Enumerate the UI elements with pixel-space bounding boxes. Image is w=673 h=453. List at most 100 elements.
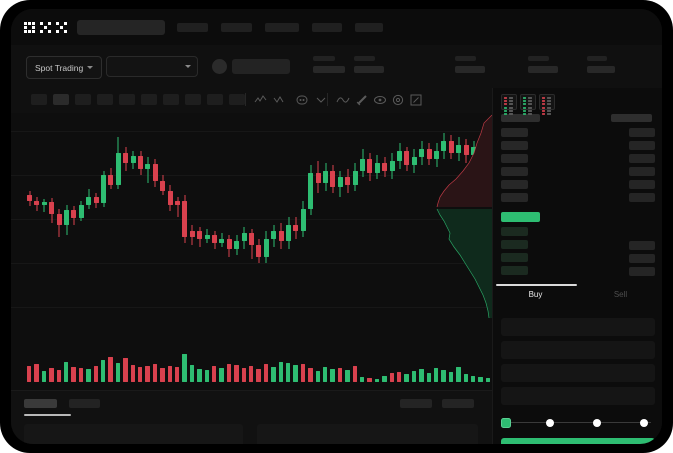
orderbook-ask-row[interactable] xyxy=(501,141,528,150)
candle xyxy=(204,113,210,318)
market-stat xyxy=(455,56,485,73)
orderbook-ask-row[interactable] xyxy=(501,154,528,163)
candle-body xyxy=(182,201,188,237)
templates-icon[interactable] xyxy=(295,93,309,107)
orderbook-ask-row[interactable] xyxy=(501,128,528,137)
order-form-field[interactable] xyxy=(501,387,655,405)
candle xyxy=(101,113,106,318)
orderbook-bid-row[interactable] xyxy=(501,240,528,249)
orders-action-button[interactable] xyxy=(442,399,474,408)
submit-buy-button[interactable] xyxy=(501,438,655,444)
orderbook-ask-row[interactable] xyxy=(501,180,528,189)
timeframe-button[interactable] xyxy=(31,94,47,105)
candle-body xyxy=(256,245,262,257)
header-nav-item[interactable] xyxy=(221,23,252,32)
spot-trading-button[interactable]: Spot Trading xyxy=(26,56,103,79)
tab-sell[interactable]: Sell xyxy=(613,290,628,299)
amount-slider[interactable] xyxy=(501,417,655,429)
orderbook-amount-cell xyxy=(629,167,655,176)
candle xyxy=(411,113,417,318)
okx-logo-icon[interactable] xyxy=(24,21,68,34)
order-form-field[interactable] xyxy=(501,364,655,382)
orders-tab[interactable] xyxy=(69,399,100,408)
candle xyxy=(345,113,351,318)
header-nav-item[interactable] xyxy=(265,23,299,32)
volume-bar xyxy=(352,366,357,382)
header-nav-item[interactable] xyxy=(312,23,342,32)
header-nav-item[interactable] xyxy=(177,23,208,32)
indicator-wave-icon[interactable] xyxy=(254,93,268,107)
slider-stop[interactable] xyxy=(593,419,601,427)
candle-body xyxy=(123,153,129,163)
timeframe-button[interactable] xyxy=(141,94,157,105)
header-nav-item[interactable] xyxy=(355,23,383,32)
candle-body xyxy=(249,233,254,245)
timeframe-button[interactable] xyxy=(75,94,91,105)
orderbook-asks-icon[interactable] xyxy=(539,94,555,115)
fullscreen-icon[interactable] xyxy=(409,93,423,107)
market-stat xyxy=(587,56,615,73)
best-price-row[interactable] xyxy=(501,212,540,222)
timeframe-button[interactable] xyxy=(207,94,223,105)
candle-body xyxy=(404,151,410,165)
timeframe-button[interactable] xyxy=(119,94,135,105)
volume-bar xyxy=(123,358,128,382)
candle xyxy=(300,113,306,318)
candle-body xyxy=(389,161,395,171)
candle xyxy=(441,113,447,318)
orderbook-ask-row[interactable] xyxy=(501,167,528,176)
orderbook-ask-row[interactable] xyxy=(501,193,528,202)
pair-select-dropdown[interactable] xyxy=(106,56,198,77)
volume-bar xyxy=(64,362,69,382)
chevron-down-icon[interactable] xyxy=(314,93,328,107)
settings-gear-icon[interactable] xyxy=(391,93,405,107)
candle-body xyxy=(397,151,402,161)
candle-body xyxy=(382,163,388,171)
timeframe-button[interactable] xyxy=(229,94,245,105)
orderbook-amount-cell xyxy=(629,141,655,150)
candle-body xyxy=(308,173,314,209)
timeframe-button[interactable] xyxy=(163,94,179,105)
candle-body xyxy=(374,163,380,173)
orders-tab[interactable] xyxy=(24,399,57,408)
slider-handle-icon[interactable] xyxy=(501,418,511,428)
candle xyxy=(175,113,180,318)
candle xyxy=(286,113,291,318)
orderbook-bid-row[interactable] xyxy=(501,266,528,275)
tab-buy[interactable]: Buy xyxy=(528,290,543,299)
candle-body xyxy=(138,156,143,169)
order-book-rows[interactable] xyxy=(493,114,662,276)
orders-action-button[interactable] xyxy=(400,399,432,408)
timeframe-button[interactable] xyxy=(53,94,69,105)
indicator-compare-icon[interactable] xyxy=(273,93,287,107)
magnet-icon[interactable] xyxy=(355,93,369,107)
candle-body xyxy=(64,210,69,225)
volume-bar xyxy=(485,378,491,382)
order-form-field[interactable] xyxy=(501,318,655,336)
candle xyxy=(226,113,232,318)
orderbook-bids-icon[interactable] xyxy=(520,94,536,115)
candle-body xyxy=(197,231,203,239)
search-input[interactable] xyxy=(77,20,165,35)
market-stat-label xyxy=(313,56,335,61)
candle xyxy=(241,113,247,318)
candle-body xyxy=(145,164,151,169)
eye-icon[interactable] xyxy=(373,93,387,107)
slider-stop[interactable] xyxy=(546,419,554,427)
timeframe-button[interactable] xyxy=(185,94,201,105)
orderbook-bid-row[interactable] xyxy=(501,227,528,236)
candlestick-chart[interactable] xyxy=(11,113,492,318)
line-chart-icon[interactable] xyxy=(336,93,350,107)
buy-sell-tabs: Buy Sell xyxy=(493,284,662,312)
candle-body xyxy=(419,149,425,157)
timeframe-button[interactable] xyxy=(97,94,113,105)
orderbook-both-icon[interactable] xyxy=(501,94,517,115)
active-tab-underline xyxy=(24,414,71,416)
volume-bar xyxy=(337,368,343,382)
gridline xyxy=(11,131,492,132)
orderbook-bid-row[interactable] xyxy=(501,253,528,262)
slider-stop[interactable] xyxy=(640,419,648,427)
order-form-field[interactable] xyxy=(501,341,655,359)
toolbar-divider xyxy=(245,93,246,106)
